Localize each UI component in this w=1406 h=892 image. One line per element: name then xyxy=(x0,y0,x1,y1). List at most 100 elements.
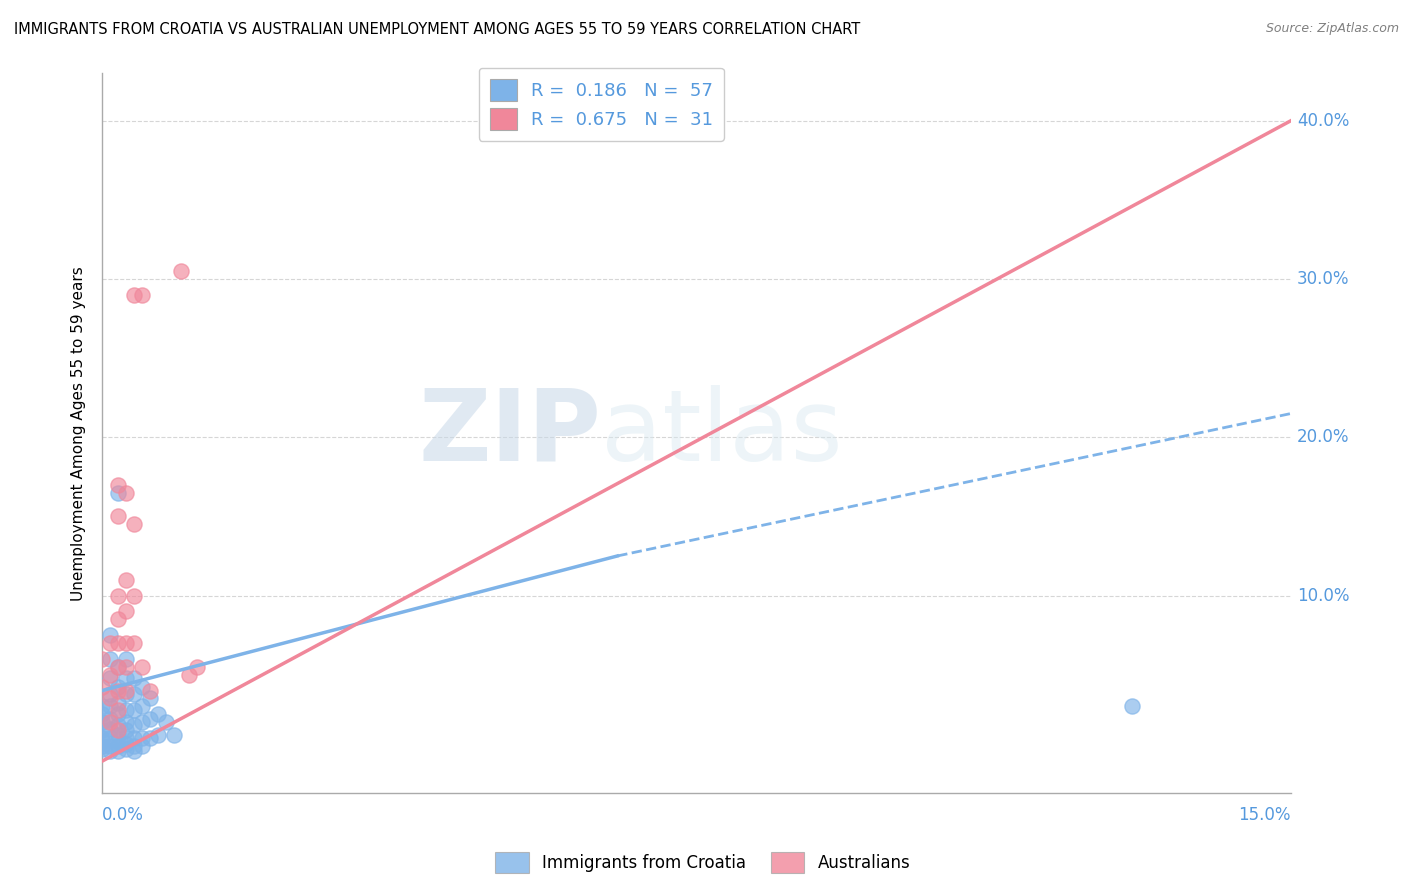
Point xyxy=(122,517,145,532)
Point xyxy=(115,742,138,756)
Point xyxy=(131,288,153,302)
Text: IMMIGRANTS FROM CROATIA VS AUSTRALIAN UNEMPLOYMENT AMONG AGES 55 TO 59 YEARS COR: IMMIGRANTS FROM CROATIA VS AUSTRALIAN UN… xyxy=(14,22,860,37)
Point xyxy=(122,671,145,685)
Point xyxy=(115,636,138,650)
Point xyxy=(98,667,121,681)
Point xyxy=(107,744,129,758)
Point xyxy=(131,715,153,730)
Text: 20.0%: 20.0% xyxy=(1296,428,1350,446)
Point xyxy=(122,589,145,603)
Point xyxy=(115,660,138,674)
Text: 15.0%: 15.0% xyxy=(1239,806,1291,824)
Point xyxy=(122,636,145,650)
Point xyxy=(115,737,138,751)
Point xyxy=(139,731,162,745)
Point xyxy=(115,687,138,701)
Point xyxy=(91,652,114,666)
Point xyxy=(115,723,138,737)
Point xyxy=(122,288,145,302)
Point xyxy=(107,739,129,753)
Point xyxy=(91,681,114,695)
Point xyxy=(91,739,114,753)
Point xyxy=(1121,699,1143,714)
Point xyxy=(107,660,129,674)
Point xyxy=(115,702,138,716)
Point xyxy=(115,683,138,698)
Point xyxy=(122,739,145,753)
Point xyxy=(131,739,153,753)
Point xyxy=(91,742,114,756)
Point xyxy=(139,683,162,698)
Point xyxy=(107,589,129,603)
Point xyxy=(170,264,193,278)
Point xyxy=(179,667,201,681)
Point xyxy=(107,683,129,698)
Point xyxy=(98,744,121,758)
Point xyxy=(91,723,114,737)
Point xyxy=(91,707,114,722)
Point xyxy=(91,731,114,745)
Point xyxy=(98,715,121,730)
Point xyxy=(98,739,121,753)
Point xyxy=(107,707,129,722)
Text: 10.0%: 10.0% xyxy=(1296,587,1350,605)
Point xyxy=(98,671,121,685)
Point xyxy=(98,722,121,736)
Point xyxy=(107,636,129,650)
Text: 30.0%: 30.0% xyxy=(1296,270,1350,288)
Point xyxy=(122,687,145,701)
Point xyxy=(107,681,129,695)
Point xyxy=(98,699,121,714)
Point xyxy=(107,702,129,716)
Text: ZIP: ZIP xyxy=(419,384,602,482)
Text: 40.0%: 40.0% xyxy=(1296,112,1350,129)
Point xyxy=(98,731,121,745)
Point xyxy=(115,573,138,587)
Point xyxy=(162,728,184,742)
Point xyxy=(131,681,153,695)
Point xyxy=(115,652,138,666)
Point xyxy=(107,723,129,737)
Point xyxy=(91,699,114,714)
Point xyxy=(122,702,145,716)
Point xyxy=(146,728,169,742)
Point xyxy=(131,660,153,674)
Point xyxy=(131,699,153,714)
Point xyxy=(131,731,153,745)
Point xyxy=(115,485,138,500)
Point xyxy=(107,509,129,524)
Text: atlas: atlas xyxy=(602,384,844,482)
Point xyxy=(91,715,114,730)
Point xyxy=(91,734,114,748)
Point xyxy=(107,734,129,748)
Point xyxy=(107,485,129,500)
Point xyxy=(98,712,121,726)
Point xyxy=(186,660,208,674)
Point xyxy=(98,691,121,706)
Legend: Immigrants from Croatia, Australians: Immigrants from Croatia, Australians xyxy=(489,846,917,880)
Point xyxy=(107,696,129,710)
Legend: R =  0.186   N =  57, R =  0.675   N =  31: R = 0.186 N = 57, R = 0.675 N = 31 xyxy=(479,68,724,141)
Point xyxy=(122,718,145,732)
Point xyxy=(115,604,138,618)
Y-axis label: Unemployment Among Ages 55 to 59 years: Unemployment Among Ages 55 to 59 years xyxy=(72,266,86,600)
Point xyxy=(115,671,138,685)
Point xyxy=(107,660,129,674)
Point xyxy=(107,612,129,626)
Point xyxy=(139,691,162,706)
Point xyxy=(122,744,145,758)
Point xyxy=(98,628,121,642)
Point xyxy=(107,718,129,732)
Point xyxy=(155,715,177,730)
Point xyxy=(115,731,138,745)
Point xyxy=(146,707,169,722)
Point xyxy=(139,712,162,726)
Point xyxy=(107,728,129,742)
Point xyxy=(107,477,129,491)
Point xyxy=(98,636,121,650)
Text: Source: ZipAtlas.com: Source: ZipAtlas.com xyxy=(1265,22,1399,36)
Text: 0.0%: 0.0% xyxy=(103,806,143,824)
Point xyxy=(98,652,121,666)
Point xyxy=(115,715,138,730)
Point xyxy=(122,731,145,745)
